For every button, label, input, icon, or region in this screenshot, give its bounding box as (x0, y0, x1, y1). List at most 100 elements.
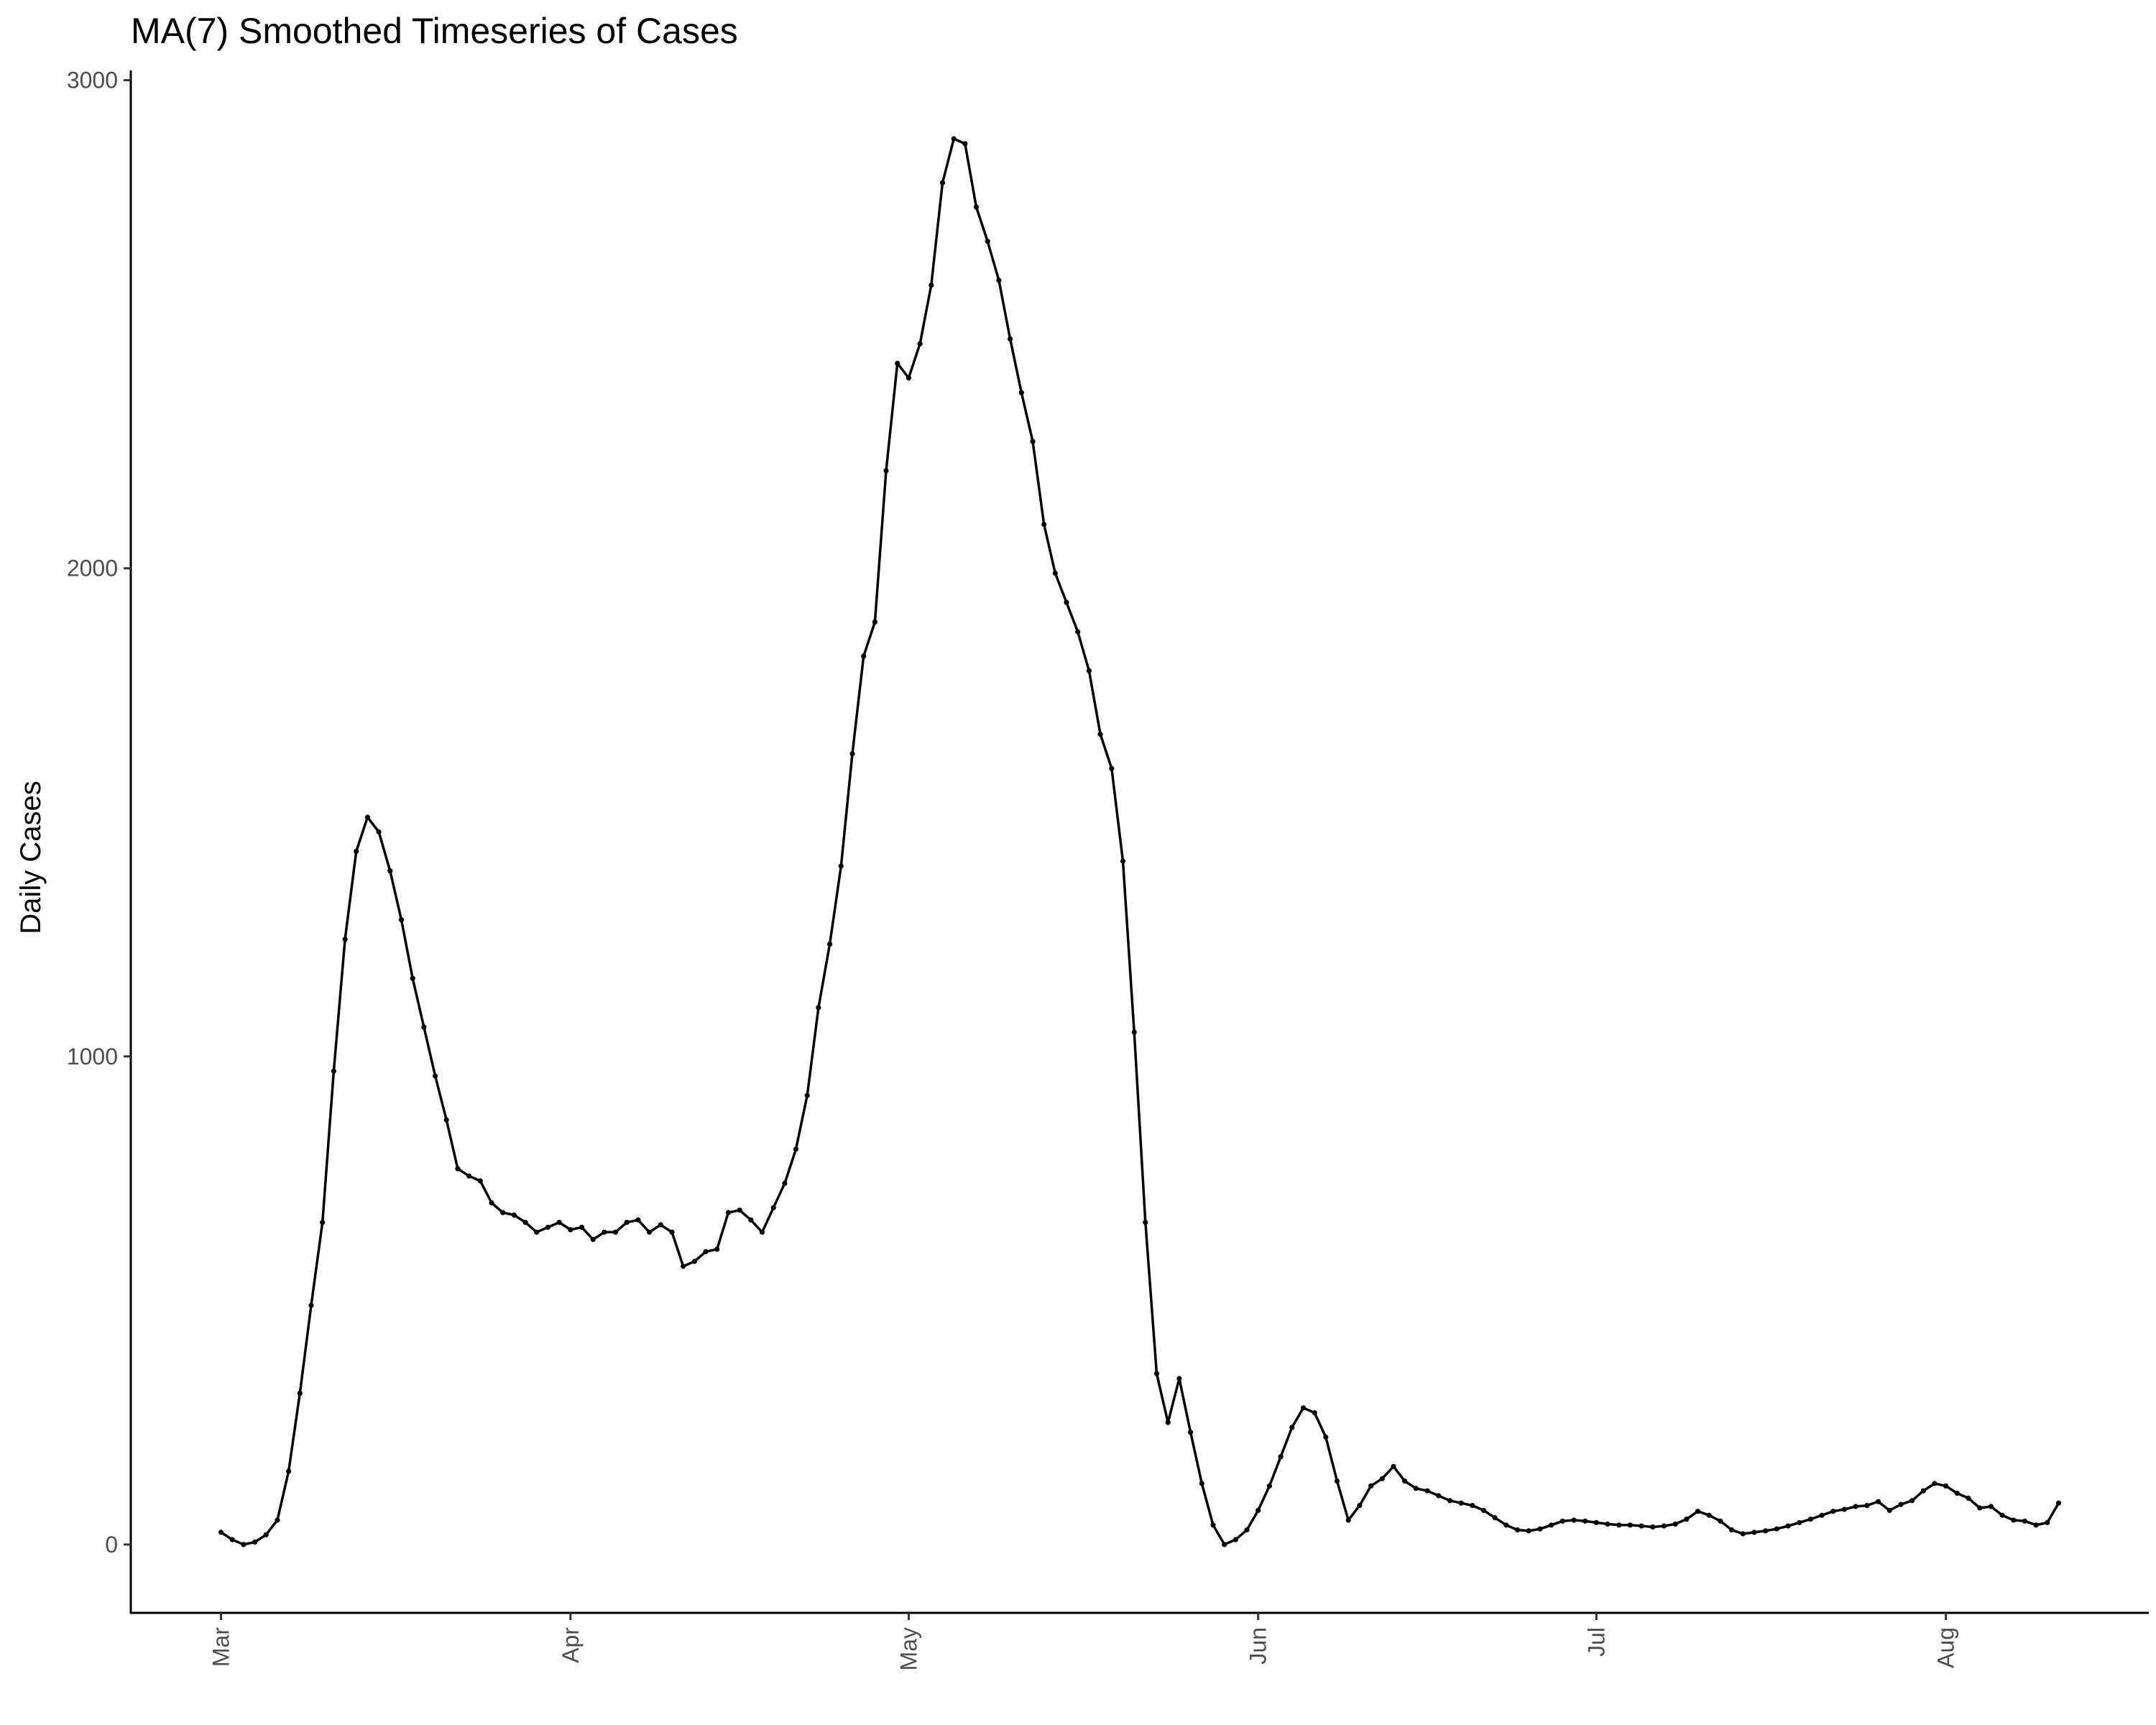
y-axis-label: Daily Cases (15, 781, 47, 934)
data-point-144 (1841, 1506, 1847, 1512)
data-point-140 (1797, 1519, 1802, 1525)
data-point-0 (218, 1530, 224, 1535)
data-point-142 (1819, 1512, 1825, 1518)
data-point-42 (691, 1259, 698, 1264)
data-point-33 (590, 1236, 596, 1243)
data-point-157 (1988, 1504, 1994, 1509)
data-point-92 (1256, 1507, 1261, 1513)
data-point-145 (1853, 1504, 1858, 1509)
data-point-63 (929, 282, 934, 288)
data-point-81 (1131, 1029, 1137, 1035)
data-point-162 (2045, 1519, 2050, 1525)
data-point-109 (1447, 1498, 1452, 1504)
data-point-38 (647, 1229, 653, 1235)
data-point-48 (759, 1229, 765, 1235)
data-point-94 (1278, 1454, 1284, 1460)
data-point-29 (545, 1224, 551, 1230)
data-point-59 (883, 468, 889, 474)
data-point-74 (1052, 570, 1058, 576)
data-point-46 (737, 1208, 742, 1213)
data-point-139 (1785, 1523, 1791, 1529)
data-point-89 (1222, 1542, 1227, 1547)
data-point-88 (1210, 1522, 1216, 1528)
data-point-55 (838, 863, 844, 869)
data-point-106 (1413, 1486, 1419, 1491)
data-point-85 (1176, 1376, 1182, 1381)
data-point-51 (793, 1146, 799, 1152)
data-point-53 (816, 1005, 821, 1011)
data-point-97 (1312, 1410, 1317, 1416)
data-point-11 (342, 937, 348, 942)
data-point-49 (770, 1205, 776, 1210)
data-point-67 (973, 204, 980, 210)
data-point-107 (1424, 1488, 1430, 1494)
data-point-98 (1323, 1434, 1329, 1440)
data-point-149 (1898, 1501, 1904, 1507)
data-point-24 (489, 1200, 494, 1206)
data-point-28 (534, 1229, 540, 1235)
data-point-148 (1886, 1507, 1892, 1513)
data-point-101 (1357, 1503, 1363, 1509)
data-point-12 (354, 849, 359, 855)
y-tick-label-1: 1000 (67, 1044, 118, 1070)
data-point-137 (1763, 1528, 1769, 1534)
data-point-82 (1143, 1220, 1148, 1225)
data-point-19 (433, 1073, 438, 1079)
data-point-93 (1266, 1483, 1272, 1489)
data-point-161 (2033, 1522, 2039, 1528)
data-point-37 (635, 1217, 641, 1223)
data-point-34 (602, 1229, 607, 1235)
data-point-108 (1436, 1493, 1442, 1499)
data-point-132 (1706, 1512, 1712, 1518)
data-point-15 (387, 868, 393, 874)
x-tick-label-1: Apr (558, 1627, 584, 1663)
data-point-143 (1830, 1509, 1836, 1514)
data-point-65 (951, 136, 957, 142)
data-point-5 (275, 1517, 280, 1523)
data-point-117 (1537, 1526, 1543, 1532)
data-point-58 (872, 619, 877, 625)
data-point-4 (263, 1532, 269, 1537)
data-point-62 (917, 341, 923, 346)
data-point-8 (308, 1302, 314, 1308)
data-point-124 (1616, 1522, 1622, 1528)
data-point-57 (861, 653, 867, 659)
data-point-6 (286, 1468, 292, 1474)
data-point-121 (1583, 1518, 1588, 1524)
data-point-160 (2022, 1518, 2027, 1524)
data-point-100 (1345, 1517, 1351, 1523)
data-point-78 (1097, 732, 1103, 737)
data-point-44 (714, 1246, 720, 1252)
data-point-114 (1503, 1522, 1509, 1528)
data-point-35 (612, 1229, 619, 1235)
data-point-23 (477, 1178, 483, 1184)
data-point-31 (568, 1227, 573, 1233)
data-point-30 (556, 1220, 562, 1225)
x-tick-label-0: Mar (208, 1627, 234, 1667)
x-tick-label-3: Jun (1245, 1627, 1271, 1665)
data-point-125 (1627, 1522, 1633, 1528)
data-point-7 (297, 1390, 303, 1396)
data-point-20 (443, 1117, 449, 1123)
x-tick-label-4: Jul (1583, 1627, 1609, 1657)
data-point-158 (1999, 1512, 2005, 1518)
data-point-17 (410, 975, 415, 981)
data-point-118 (1549, 1522, 1554, 1528)
data-point-56 (849, 751, 855, 757)
data-point-113 (1492, 1515, 1498, 1521)
data-point-146 (1864, 1503, 1870, 1509)
data-point-52 (804, 1092, 810, 1098)
data-point-119 (1560, 1518, 1565, 1524)
data-point-21 (455, 1166, 461, 1172)
data-point-103 (1379, 1476, 1385, 1481)
data-point-84 (1165, 1420, 1171, 1425)
data-point-99 (1334, 1478, 1340, 1484)
data-point-154 (1954, 1491, 1960, 1496)
data-point-83 (1153, 1371, 1160, 1376)
data-point-131 (1695, 1509, 1701, 1514)
data-point-136 (1751, 1530, 1757, 1535)
data-point-9 (320, 1220, 326, 1225)
y-tick-label-2: 2000 (67, 556, 118, 581)
data-point-2 (241, 1542, 247, 1547)
